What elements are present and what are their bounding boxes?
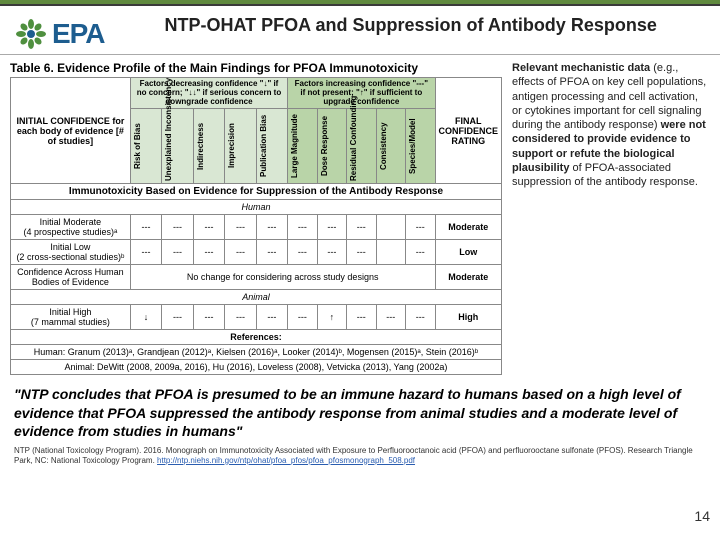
cell: --- bbox=[288, 215, 317, 240]
cell: --- bbox=[162, 240, 193, 265]
cell: --- bbox=[193, 240, 224, 265]
cell: --- bbox=[193, 215, 224, 240]
refs-animal: Animal: DeWitt (2008, 2009a, 2016), Hu (… bbox=[11, 360, 502, 375]
col-unexplained-inconsistency: Unexplained Inconsistency bbox=[162, 109, 193, 184]
col-species-model: Species/Model bbox=[405, 109, 435, 184]
cell: --- bbox=[405, 240, 435, 265]
row-span: No change for considering across study d… bbox=[130, 265, 435, 290]
row-label: Initial Moderate(4 prospective studies)ᵃ bbox=[11, 215, 131, 240]
epa-logo: EPA bbox=[16, 18, 105, 50]
cell: --- bbox=[130, 215, 161, 240]
side-p1a: Relevant mechanistic data bbox=[512, 62, 653, 74]
cell: --- bbox=[347, 240, 376, 265]
cell: --- bbox=[288, 240, 317, 265]
conclusion-quote: "NTP concludes that PFOA is presumed to … bbox=[0, 375, 720, 444]
cell bbox=[376, 240, 405, 265]
col-imprecision: Imprecision bbox=[225, 109, 256, 184]
table-caption: Table 6. Evidence Profile of the Main Fi… bbox=[10, 61, 502, 75]
group-human: Human bbox=[11, 200, 502, 215]
citation: NTP (National Toxicology Program). 2016.… bbox=[0, 444, 720, 467]
citation-link[interactable]: http://ntp.niehs.nih.gov/ntp/ohat/pfoa_p… bbox=[157, 456, 415, 465]
refs-label: References: bbox=[11, 330, 502, 345]
col-dose-response: Dose Response bbox=[317, 109, 346, 184]
col-publication-bias: Publication Bias bbox=[256, 109, 287, 184]
cell: --- bbox=[405, 305, 435, 330]
col-large-magnitude: Large Magnitude bbox=[288, 109, 317, 184]
row-final: Moderate bbox=[435, 215, 502, 240]
refs-human: Human: Granum (2013)ᵃ, Grandjean (2012)ᵃ… bbox=[11, 345, 502, 360]
cell: --- bbox=[256, 240, 287, 265]
cell: --- bbox=[405, 215, 435, 240]
row-final: Moderate bbox=[435, 265, 502, 290]
table-panel: Table 6. Evidence Profile of the Main Fi… bbox=[10, 61, 502, 375]
col-risk-of-bias: Risk of Bias bbox=[130, 109, 161, 184]
side-text: Relevant mechanistic data (e.g., effects… bbox=[512, 61, 710, 375]
row-label: Confidence Across Human Bodies of Eviden… bbox=[11, 265, 131, 290]
row-label: Initial Low(2 cross-sectional studies)ᵇ bbox=[11, 240, 131, 265]
cell: --- bbox=[256, 215, 287, 240]
hdr-decreasing: Factors decreasing confidence "↓" if no … bbox=[130, 78, 287, 109]
epa-flower-icon bbox=[16, 19, 46, 49]
cell: --- bbox=[347, 215, 376, 240]
cell: --- bbox=[288, 305, 317, 330]
row-label: Initial High(7 mammal studies) bbox=[11, 305, 131, 330]
cell: --- bbox=[376, 305, 405, 330]
col-residual-confounding: Residual Confounding bbox=[347, 109, 376, 184]
cell: --- bbox=[162, 215, 193, 240]
page-title: NTP-OHAT PFOA and Suppression of Antibod… bbox=[165, 14, 657, 37]
cell bbox=[376, 215, 405, 240]
col-final: FINAL CONFIDENCE RATING bbox=[435, 78, 502, 184]
cell: --- bbox=[130, 240, 161, 265]
cell: --- bbox=[162, 305, 193, 330]
row-final: High bbox=[435, 305, 502, 330]
cell: --- bbox=[225, 305, 256, 330]
slide-header: EPA NTP-OHAT PFOA and Suppression of Ant… bbox=[0, 6, 720, 55]
row-final: Low bbox=[435, 240, 502, 265]
col-consistency: Consistency bbox=[376, 109, 405, 184]
cell: --- bbox=[347, 305, 376, 330]
evidence-table: INITIAL CONFIDENCE for each body of evid… bbox=[10, 77, 502, 375]
content-row: Table 6. Evidence Profile of the Main Fi… bbox=[0, 55, 720, 375]
page-number: 14 bbox=[694, 508, 710, 524]
epa-logo-text: EPA bbox=[52, 18, 105, 50]
cell: ↑ bbox=[317, 305, 346, 330]
cell: --- bbox=[256, 305, 287, 330]
col-initial: INITIAL CONFIDENCE for each body of evid… bbox=[11, 78, 131, 184]
cell: --- bbox=[193, 305, 224, 330]
cell: --- bbox=[225, 240, 256, 265]
col-indirectness: Indirectness bbox=[193, 109, 224, 184]
cell: ↓ bbox=[130, 305, 161, 330]
cell: --- bbox=[317, 215, 346, 240]
cell: --- bbox=[317, 240, 346, 265]
cell: --- bbox=[225, 215, 256, 240]
group-animal: Animal bbox=[11, 290, 502, 305]
section-title: Immunotoxicity Based on Evidence for Sup… bbox=[11, 184, 502, 200]
hdr-increasing: Factors increasing confidence "---" if n… bbox=[288, 78, 435, 109]
